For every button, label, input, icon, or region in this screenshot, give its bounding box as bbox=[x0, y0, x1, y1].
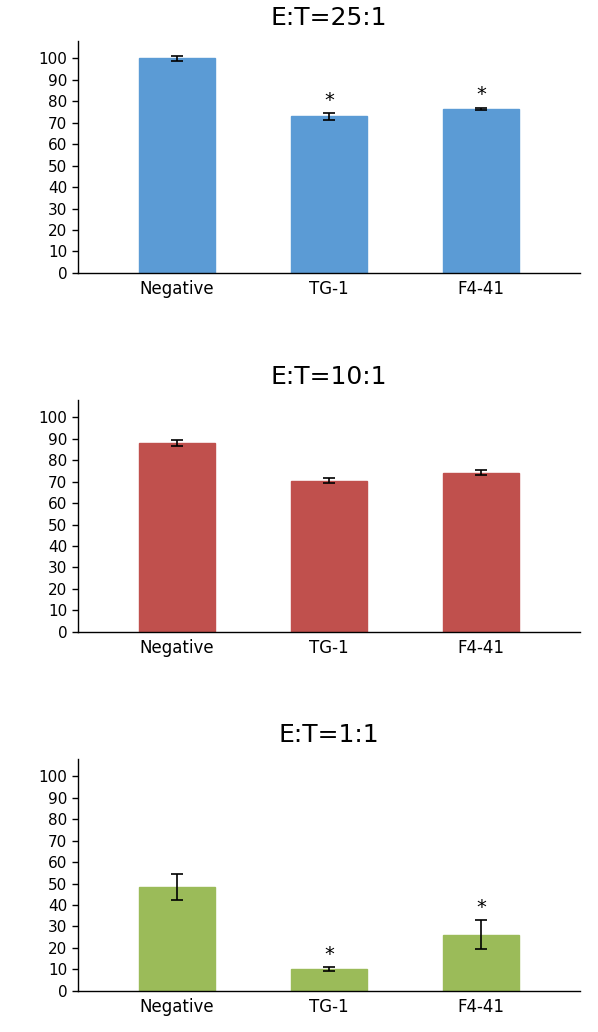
Bar bbox=[139, 59, 215, 272]
Title: E:T=25:1: E:T=25:1 bbox=[271, 5, 387, 30]
Bar bbox=[443, 473, 519, 632]
Text: *: * bbox=[324, 91, 334, 109]
Text: *: * bbox=[476, 86, 486, 104]
Title: E:T=10:1: E:T=10:1 bbox=[271, 364, 387, 388]
Bar bbox=[291, 117, 367, 272]
Bar bbox=[443, 108, 519, 272]
Bar bbox=[291, 969, 367, 991]
Text: *: * bbox=[324, 945, 334, 964]
Bar bbox=[291, 481, 367, 632]
Bar bbox=[139, 886, 215, 991]
Text: *: * bbox=[476, 898, 486, 916]
Bar bbox=[139, 443, 215, 632]
Bar bbox=[443, 935, 519, 991]
Title: E:T=1:1: E:T=1:1 bbox=[279, 723, 379, 747]
